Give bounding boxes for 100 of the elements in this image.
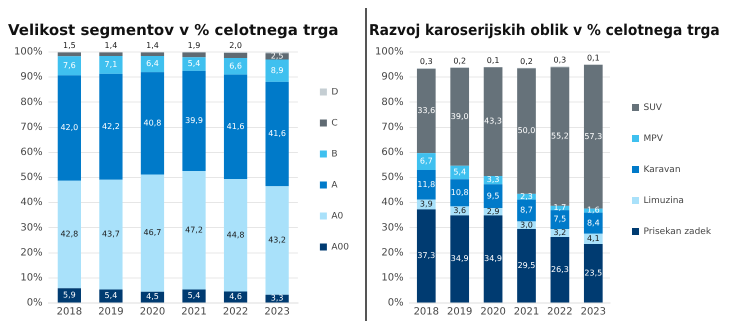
data-label: 10,8 bbox=[450, 188, 469, 197]
bar bbox=[416, 209, 436, 302]
bar bbox=[265, 186, 289, 295]
bar bbox=[224, 53, 248, 58]
bar bbox=[450, 215, 470, 302]
bar bbox=[182, 52, 206, 58]
bar bbox=[484, 184, 502, 208]
data-label: 39,9 bbox=[185, 116, 203, 125]
bar bbox=[450, 68, 470, 166]
bar bbox=[224, 74, 248, 180]
bar bbox=[265, 60, 289, 82]
bar bbox=[99, 52, 123, 56]
bar bbox=[484, 215, 502, 302]
legend-label: MPV bbox=[644, 134, 664, 144]
data-label: 5,4 bbox=[188, 291, 200, 300]
data-label: 44,8 bbox=[226, 230, 244, 240]
data-label: 2,3 bbox=[520, 192, 533, 201]
bar bbox=[140, 174, 164, 292]
bar bbox=[550, 67, 570, 206]
x-tick-label: 2018 bbox=[56, 306, 82, 318]
x-tick-label: 2023 bbox=[264, 306, 290, 318]
data-label: 8,4 bbox=[586, 218, 600, 228]
bar bbox=[517, 228, 536, 302]
data-label: 41,6 bbox=[268, 129, 286, 138]
data-label: 34,9 bbox=[484, 254, 502, 264]
data-label: 8,9 bbox=[270, 66, 284, 75]
x-tick-label: 2019 bbox=[446, 306, 472, 318]
bar bbox=[224, 179, 248, 292]
data-label: 5,4 bbox=[453, 168, 466, 177]
data-label: 6,6 bbox=[229, 61, 242, 70]
bar bbox=[99, 56, 123, 74]
y-tick-label: 70% bbox=[20, 122, 43, 133]
data-label: 23,5 bbox=[584, 268, 602, 278]
bar bbox=[182, 70, 206, 171]
data-label: 1,7 bbox=[554, 203, 566, 212]
data-label: 50,0 bbox=[518, 126, 536, 136]
y-tick-label: 100% bbox=[14, 46, 43, 58]
bar bbox=[584, 244, 603, 302]
y-tick-label: 90% bbox=[20, 72, 43, 83]
data-label: 3,9 bbox=[420, 200, 433, 209]
data-label: 43,7 bbox=[102, 230, 120, 239]
data-label: 2,9 bbox=[486, 206, 500, 216]
data-label: 1,4 bbox=[104, 41, 118, 50]
data-label: 57,3 bbox=[584, 132, 602, 141]
data-label: 47,2 bbox=[185, 225, 203, 234]
data-label: 43,3 bbox=[484, 116, 502, 126]
data-label: 42,8 bbox=[60, 230, 78, 239]
y-tick-label: 0% bbox=[26, 298, 43, 309]
y-tick-label: 40% bbox=[20, 197, 43, 208]
bar bbox=[58, 180, 81, 288]
x-tick-label: 2022 bbox=[547, 306, 573, 318]
legend-label: A0 bbox=[331, 211, 344, 222]
x-tick-label: 2020 bbox=[140, 306, 166, 318]
data-label: 5,4 bbox=[188, 59, 200, 68]
data-label: 33,6 bbox=[417, 106, 436, 116]
data-label: 11,8 bbox=[417, 180, 436, 189]
data-label: 42,0 bbox=[60, 123, 78, 132]
data-label: 6,4 bbox=[146, 59, 159, 68]
x-tick-label: 2018 bbox=[414, 306, 440, 318]
y-tick-label: 20% bbox=[381, 247, 404, 258]
bar bbox=[58, 52, 81, 56]
data-label: 3,2 bbox=[554, 228, 566, 238]
data-label: 1,6 bbox=[586, 206, 600, 215]
y-tick-label: 10% bbox=[20, 272, 43, 284]
data-label: 42,2 bbox=[102, 122, 120, 131]
data-label: 5,9 bbox=[62, 290, 76, 300]
y-tick-label: 90% bbox=[381, 72, 404, 83]
data-label: 0,2 bbox=[453, 56, 466, 66]
bar bbox=[99, 180, 123, 290]
data-label: 34,9 bbox=[450, 254, 469, 264]
bar bbox=[140, 52, 164, 56]
data-label: 6,7 bbox=[420, 156, 433, 166]
data-label: 7,1 bbox=[104, 60, 118, 70]
data-label: 5,4 bbox=[104, 291, 118, 300]
y-tick-label: 40% bbox=[381, 197, 404, 208]
data-label: 3,6 bbox=[453, 206, 466, 215]
bar bbox=[265, 82, 289, 186]
legend-label: A bbox=[331, 180, 338, 190]
bar bbox=[517, 68, 536, 194]
data-label: 55,2 bbox=[550, 132, 569, 141]
y-tick-label: 80% bbox=[20, 96, 43, 108]
x-tick-label: 2020 bbox=[480, 306, 506, 318]
y-tick-label: 70% bbox=[381, 122, 404, 133]
legend-label: A00 bbox=[331, 242, 350, 252]
data-label: 9,5 bbox=[486, 191, 500, 200]
y-tick-label: 30% bbox=[20, 222, 43, 234]
data-label: 3,3 bbox=[270, 294, 284, 303]
data-label: 3,3 bbox=[486, 175, 500, 184]
x-tick-label: 2019 bbox=[98, 306, 124, 318]
y-tick-label: 60% bbox=[381, 146, 404, 158]
data-label: 41,6 bbox=[226, 122, 244, 131]
data-label: 0,2 bbox=[520, 56, 533, 66]
data-label: 4,6 bbox=[229, 292, 242, 302]
data-label: 7,5 bbox=[554, 214, 566, 224]
data-label: 0,1 bbox=[486, 56, 500, 66]
y-tick-label: 0% bbox=[388, 298, 404, 309]
data-label: 26,3 bbox=[550, 264, 569, 274]
data-label: 0,3 bbox=[554, 56, 566, 65]
y-tick-label: 60% bbox=[20, 146, 43, 158]
bar bbox=[416, 68, 436, 154]
